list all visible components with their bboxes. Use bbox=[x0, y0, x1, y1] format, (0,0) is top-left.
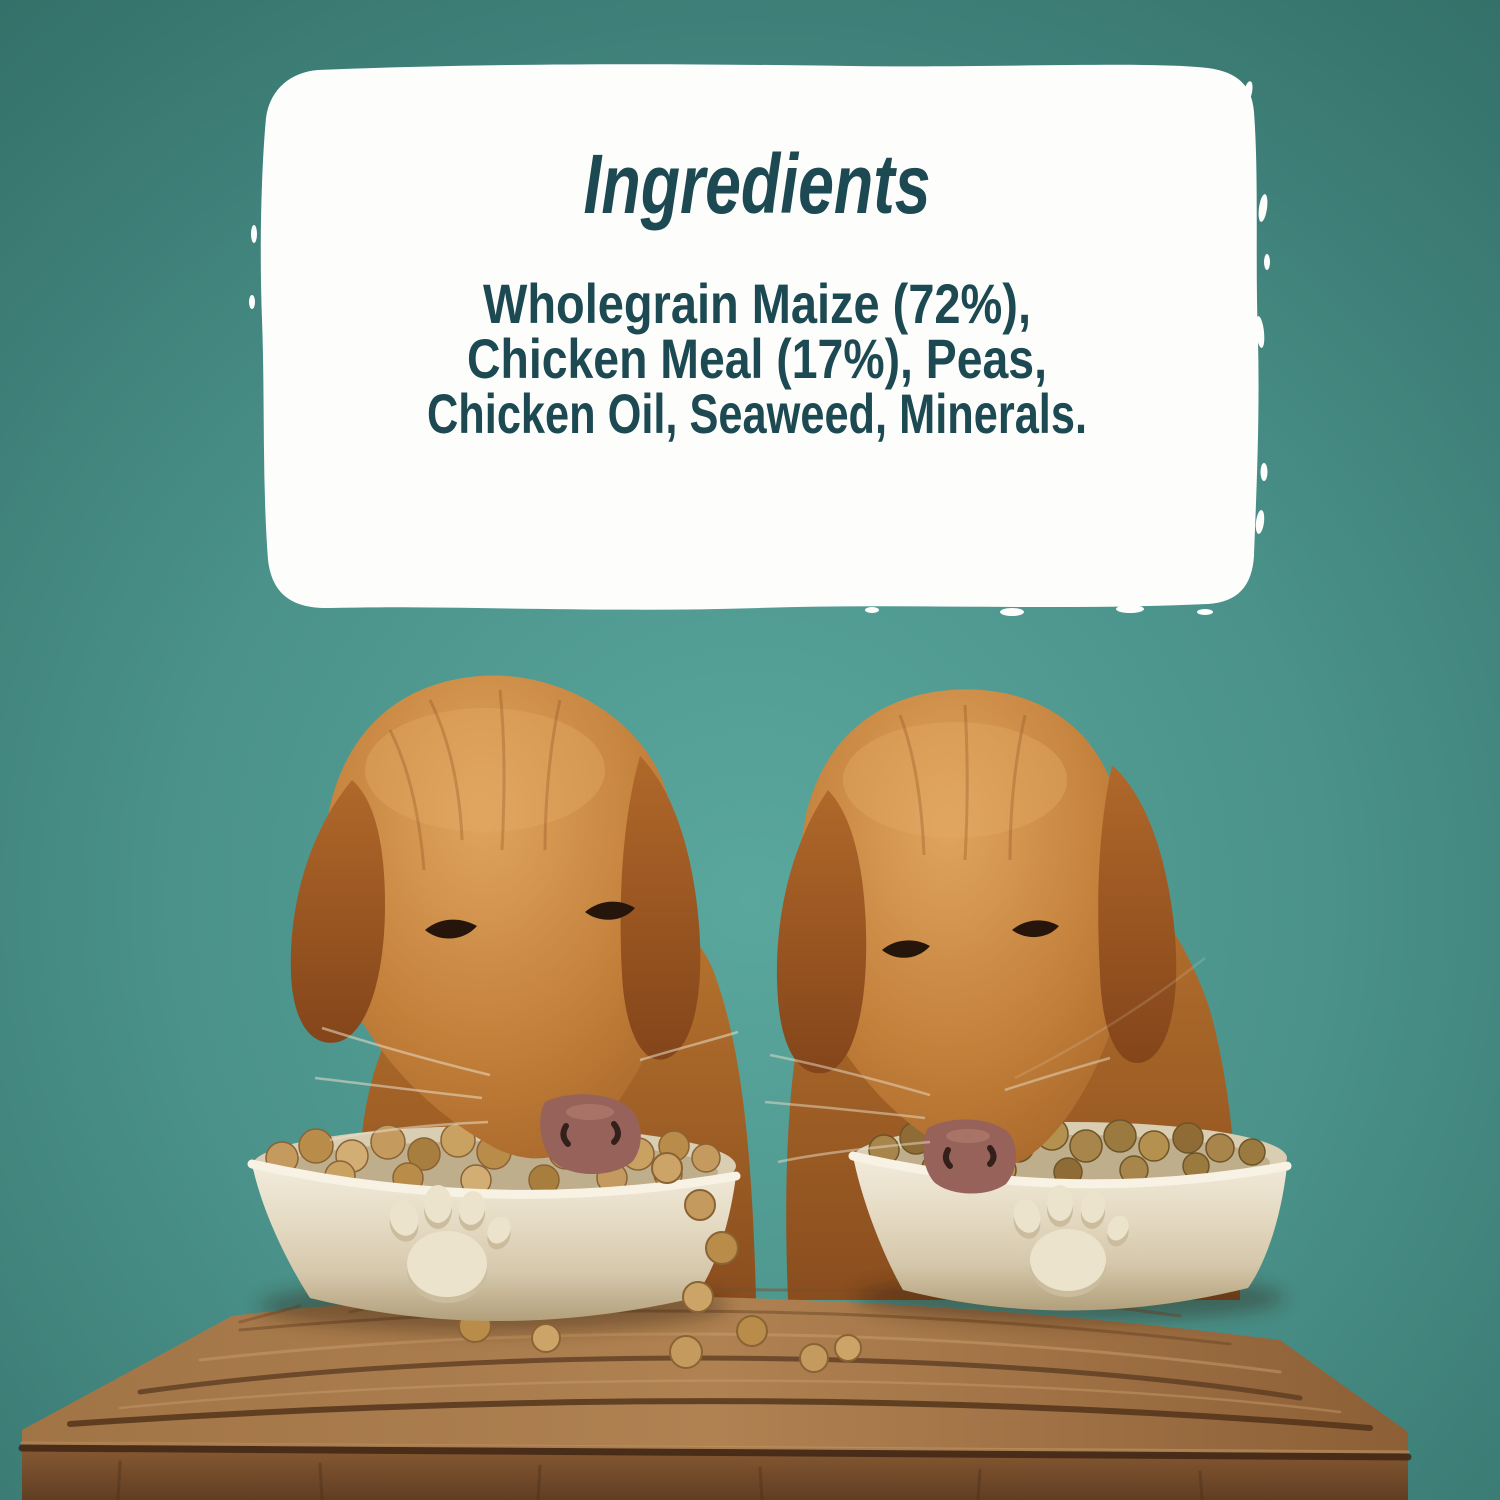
bowl-left-rim-highlight bbox=[247, 1159, 741, 1199]
dog-right-forehead-highlight bbox=[843, 722, 1067, 838]
dog-left-ear-right bbox=[620, 756, 701, 1060]
dog-left-ear-left bbox=[290, 780, 385, 1043]
paw-print-icon-left bbox=[389, 1185, 511, 1303]
panel-edge-flecks bbox=[249, 81, 1270, 616]
dog-left-head bbox=[290, 675, 739, 1174]
ingredients-panel: Ingredients Wholegrain Maize (72%), Chic… bbox=[249, 64, 1270, 616]
kibble-falling bbox=[651, 1152, 739, 1313]
dog-right-ear-right bbox=[1098, 765, 1177, 1064]
dog-left-nose bbox=[540, 1094, 641, 1174]
dog-left-eye-right bbox=[585, 901, 635, 920]
dog-left-whiskers bbox=[314, 1026, 739, 1142]
dog-right-eye-left bbox=[882, 940, 930, 958]
dog-right-face bbox=[797, 689, 1131, 1167]
dog-left-forehead-highlight bbox=[365, 708, 605, 832]
crate-front-grain bbox=[18, 1441, 1412, 1500]
crate-top-grain bbox=[67, 1286, 1373, 1431]
dog-right-fur-strands bbox=[898, 704, 1027, 861]
dog-left-eye-left bbox=[425, 919, 477, 939]
paw-print-icon-right bbox=[1013, 1185, 1129, 1297]
dog-right-whiskers bbox=[764, 957, 1206, 1164]
dog-right-eye-right bbox=[1012, 920, 1059, 938]
bowl-right bbox=[848, 1117, 1292, 1311]
ingredient-line-3: Chicken Oil, Seaweed, Minerals. bbox=[427, 382, 1087, 445]
bowl-left bbox=[247, 1122, 741, 1321]
dog-right-nose bbox=[923, 1119, 1017, 1194]
dog-left-fur-strands bbox=[388, 689, 562, 871]
bowl-right-rim-highlight bbox=[848, 1151, 1292, 1189]
wooden-crate bbox=[18, 1286, 1412, 1500]
panel-title: Ingredients bbox=[584, 137, 931, 231]
dog-left-face bbox=[322, 675, 680, 1159]
dog-right-head bbox=[764, 689, 1206, 1194]
panel-card bbox=[260, 64, 1259, 610]
dog-right-ear-left bbox=[776, 790, 867, 1074]
ingredient-line-1: Wholegrain Maize (72%), bbox=[483, 272, 1031, 335]
crate-top bbox=[22, 1295, 1408, 1452]
ingredient-line-2: Chicken Meal (17%), Peas, bbox=[467, 327, 1047, 390]
